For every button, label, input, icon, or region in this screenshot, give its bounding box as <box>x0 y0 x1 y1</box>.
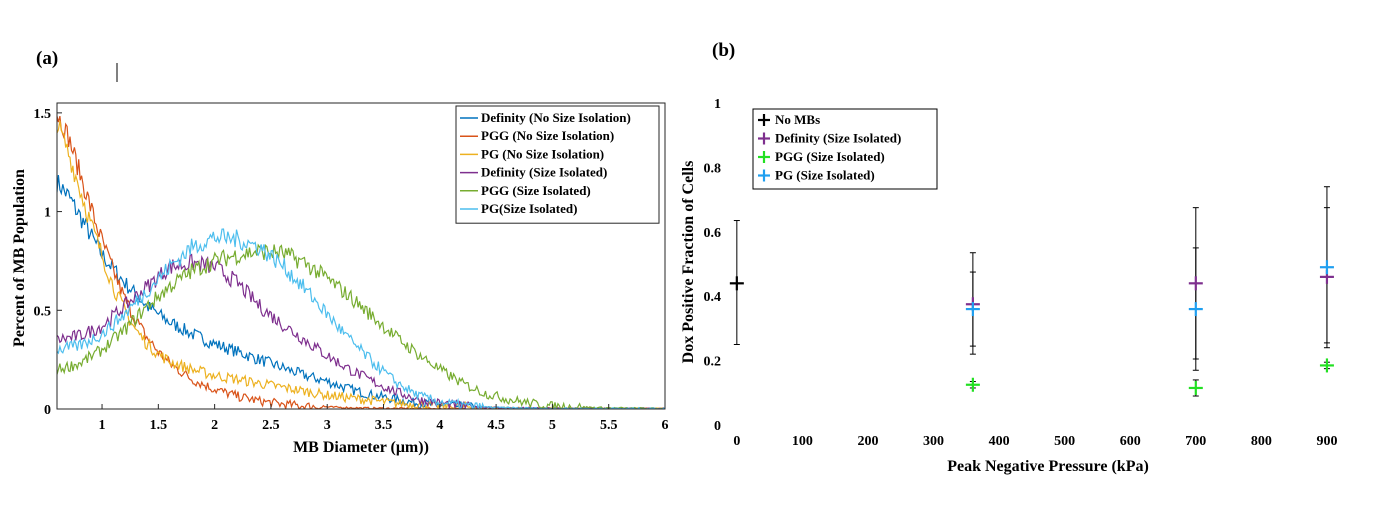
panel-a-x-tick-label: 1 <box>99 418 106 433</box>
panel-b-x-ticks: 0 100 200 300 400 500 600 700 800 900 <box>733 434 1337 449</box>
panel-b-legend-entry: Definity (Size Isolated) <box>775 131 901 146</box>
panel-a-x-tick-label: 3.5 <box>375 418 393 433</box>
panel-b-x-tick-label: 500 <box>1054 434 1075 449</box>
panel-b-x-tick-label: 900 <box>1316 434 1337 449</box>
panel-b-y-tick-label: 0.4 <box>704 290 722 305</box>
panel-b-x-tick-label: 700 <box>1185 434 1206 449</box>
panel-b-x-tick-label: 800 <box>1251 434 1272 449</box>
panel-b-x-tick-label: 300 <box>923 434 944 449</box>
panel-a-x-tick-label: 2 <box>211 418 218 433</box>
panel-a-x-axis-label: MB Diameter (μm)) <box>293 439 429 456</box>
panel-b-x-tick-label: 600 <box>1120 434 1141 449</box>
panel-a-x-tick-label: 6 <box>662 418 669 433</box>
panel-b-marker-pg-size-isolated <box>965 302 980 317</box>
panel-b-x-tick-label: 200 <box>857 434 878 449</box>
panel-a-legend-box <box>455 105 660 224</box>
panel-a-x-tick-label: 4.5 <box>487 418 505 433</box>
panel-a-series-line-definity-size-isolated <box>57 253 665 409</box>
panel-a-legend-entry: PGG (Size Isolated) <box>481 183 591 198</box>
panel-a-x-tick-label: 3 <box>324 418 331 433</box>
panel-a-x-tick-label: 5.5 <box>600 418 618 433</box>
panel-b-legend-entry: No MBs <box>775 112 820 127</box>
panel-b-y-tick-label: 0.2 <box>704 355 722 370</box>
panel-a-axes-box <box>56 102 666 410</box>
panel-a-series-line-pgg-no-size-isolation <box>57 115 665 409</box>
panel-a-x-ticks: 1 1.5 2 2.5 3 3.5 4 4.5 5 5.5 6 <box>99 404 669 433</box>
panel-a-series-line-pg-size-isolated <box>57 228 665 409</box>
panel-b-legend-box <box>752 108 938 190</box>
panel-b-x-tick-label: 400 <box>989 434 1010 449</box>
panel-label-b: (b) <box>712 40 735 61</box>
panel-a-legend-entry: PG(Size Isolated) <box>481 201 577 216</box>
panel-b-marker-pgg-size-isolated <box>965 377 980 392</box>
panel-b-x-tick-label: 0 <box>733 434 740 449</box>
panel-a-y-tick-label: 1.5 <box>34 107 52 122</box>
panel-b-marker-pg-size-isolated <box>1319 260 1334 275</box>
panel-b-marker-definity-size-isolated <box>1188 276 1203 291</box>
panel-a-legend: Definity (No Size Isolation) PGG (No Size… <box>455 105 660 224</box>
panel-a-x-tick-label: 2.5 <box>262 418 280 433</box>
panel-a-x-tick-label: 5 <box>549 418 556 433</box>
panel-b-y-ticks: 0 0.2 0.4 0.6 0.8 1 <box>704 97 722 434</box>
panel-b-y-tick-label: 0.6 <box>704 226 722 241</box>
panel-label-a: (a) <box>36 48 58 69</box>
panel-b-y-tick-label: 0.8 <box>704 161 722 176</box>
panel-b-legend-swatch <box>758 114 770 126</box>
panel-b-y-axis-label: Dox Positive Fraction of Cells <box>680 161 697 364</box>
panel-b-legend-entry: PGG (Size Isolated) <box>775 149 885 164</box>
panel-b-y-tick-label: 0 <box>714 419 721 434</box>
panel-a-y-tick-label: 0.5 <box>34 304 52 319</box>
panel-b-marker-pg-size-isolated <box>1188 302 1203 317</box>
panel-b-y-tick-label: 1 <box>714 97 721 112</box>
panel-a-legend-entry: Definity (Size Isolated) <box>481 165 607 180</box>
panel-b-legend-swatch <box>758 169 770 182</box>
panel-b-marker-no-mbs <box>729 276 744 291</box>
panel-a-legend-entry: Definity (No Size Isolation) <box>481 110 631 125</box>
panel-a-y-tick-label: 1 <box>44 206 51 221</box>
panel-b-x-axis-label: Peak Negative Pressure (kPa) <box>947 458 1149 475</box>
panel-b-legend-swatch <box>758 132 770 145</box>
panel-a-legend-entry: PGG (No Size Isolation) <box>481 128 614 143</box>
panel-a-x-tick-label: 4 <box>436 418 443 433</box>
panel-a-y-axis-label: Percent of MB Population <box>11 169 28 347</box>
panel-b-legend: No MBs Definity (Size Isolated) PGG (Size … <box>752 108 938 190</box>
panel-a-series-line-pgg-size-isolated <box>57 243 665 409</box>
panel-a-y-tick-label: 0 <box>44 403 51 418</box>
panel-a: (a) 1 1.5 2 2.5 3 3.5 4 4.5 5 5.5 6 0 0.5 1 1.5 MB Di… <box>11 48 669 456</box>
panel-a-x-tick-label: 1.5 <box>150 418 168 433</box>
panel-a-legend-entry: PG (No Size Isolation) <box>481 146 604 161</box>
panel-b-legend-entry: PG (Size Isolated) <box>775 168 875 183</box>
panel-b-marker-pgg-size-isolated <box>1188 380 1203 395</box>
panel-b-legend-swatch <box>758 151 770 163</box>
panel-a-y-ticks: 0 0.5 1 1.5 <box>34 107 62 418</box>
panel-b: (b) 0 100 200 300 400 500 600 700 800 900 0 0.2 0.4… <box>680 40 1337 475</box>
panel-b-x-tick-label: 100 <box>792 434 813 449</box>
panel-b-marker-pgg-size-isolated <box>1319 358 1334 373</box>
panel-b-series <box>729 186 1334 397</box>
